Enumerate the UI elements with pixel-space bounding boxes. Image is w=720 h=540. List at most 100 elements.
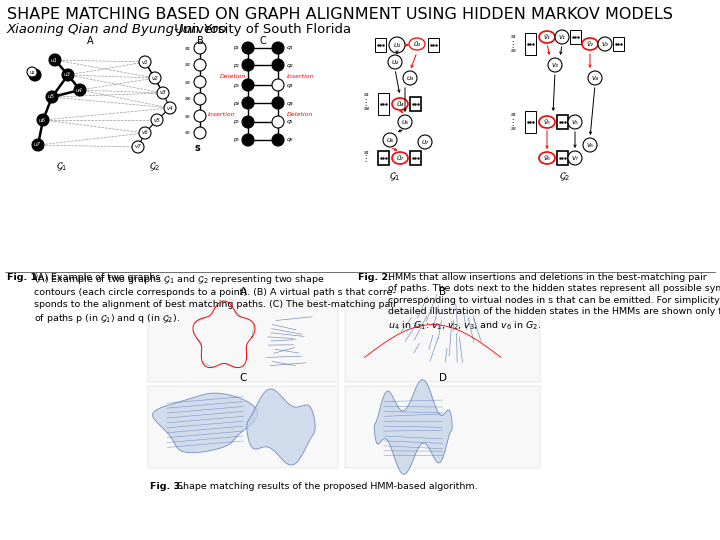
Text: v2: v2 bbox=[152, 76, 158, 80]
Text: s₆: s₆ bbox=[185, 131, 191, 136]
Text: v₂: v₂ bbox=[602, 41, 608, 47]
Text: Xiaoning Qian and Byung-Jun Yoo: Xiaoning Qian and Byung-Jun Yoo bbox=[7, 23, 228, 36]
Text: ⋮: ⋮ bbox=[361, 154, 370, 164]
Text: p₂: p₂ bbox=[233, 63, 239, 68]
Text: s₃: s₃ bbox=[185, 79, 191, 84]
Text: D: D bbox=[438, 373, 446, 383]
Text: s₃: s₃ bbox=[511, 126, 517, 132]
Circle shape bbox=[49, 54, 61, 66]
Text: Deletion: Deletion bbox=[220, 73, 246, 78]
Text: ṽ₂: ṽ₂ bbox=[587, 41, 593, 47]
Text: Deletion: Deletion bbox=[287, 111, 313, 117]
Text: s₁: s₁ bbox=[185, 45, 191, 51]
Text: $\mathcal{G}_1$: $\mathcal{G}_1$ bbox=[390, 170, 401, 183]
Circle shape bbox=[46, 91, 58, 103]
Text: u7: u7 bbox=[34, 143, 40, 147]
Text: p₆: p₆ bbox=[233, 138, 239, 143]
Text: u₂: u₂ bbox=[30, 70, 35, 75]
Text: u2: u2 bbox=[30, 72, 37, 78]
Text: B: B bbox=[439, 287, 446, 297]
Bar bbox=[557, 151, 567, 165]
Bar bbox=[613, 37, 624, 51]
Text: u₇: u₇ bbox=[421, 139, 428, 145]
Text: s: s bbox=[194, 143, 200, 153]
Text: p₁: p₁ bbox=[233, 45, 239, 51]
Circle shape bbox=[383, 133, 397, 147]
Text: B: B bbox=[197, 36, 203, 46]
Text: q₂: q₂ bbox=[287, 63, 294, 68]
Circle shape bbox=[242, 97, 254, 109]
Text: A: A bbox=[240, 287, 246, 297]
Circle shape bbox=[32, 139, 44, 151]
Text: u5: u5 bbox=[48, 94, 55, 99]
Text: u1: u1 bbox=[50, 57, 58, 63]
Text: ũ₁: ũ₁ bbox=[413, 41, 420, 47]
Text: ũ₇: ũ₇ bbox=[397, 155, 404, 161]
Text: u₁: u₁ bbox=[393, 42, 400, 48]
Text: p₄: p₄ bbox=[233, 100, 239, 105]
Text: q₁: q₁ bbox=[287, 45, 294, 51]
Circle shape bbox=[157, 87, 169, 99]
Circle shape bbox=[272, 79, 284, 91]
Circle shape bbox=[242, 116, 254, 128]
Polygon shape bbox=[374, 380, 452, 475]
Bar bbox=[524, 111, 536, 133]
Text: s₂: s₂ bbox=[185, 63, 191, 68]
Circle shape bbox=[29, 69, 41, 81]
Circle shape bbox=[62, 69, 74, 81]
Text: u₂: u₂ bbox=[392, 59, 399, 65]
Circle shape bbox=[403, 71, 417, 85]
Circle shape bbox=[272, 116, 284, 128]
Text: SHAPE MATCHING BASED ON GRAPH ALIGNMENT USING HIDDEN MARKOV MODELS: SHAPE MATCHING BASED ON GRAPH ALIGNMENT … bbox=[7, 7, 673, 22]
Text: v5: v5 bbox=[153, 118, 161, 123]
Text: Fig. 3.: Fig. 3. bbox=[150, 482, 184, 491]
Bar bbox=[410, 151, 420, 165]
Text: q₄: q₄ bbox=[287, 100, 294, 105]
Circle shape bbox=[151, 114, 163, 126]
Text: u₅: u₅ bbox=[401, 119, 409, 125]
Circle shape bbox=[149, 72, 161, 84]
Text: v₁: v₁ bbox=[559, 34, 565, 40]
Text: v3: v3 bbox=[160, 91, 166, 96]
Text: q₆: q₆ bbox=[287, 138, 294, 143]
Circle shape bbox=[555, 30, 569, 44]
Circle shape bbox=[27, 67, 37, 77]
Ellipse shape bbox=[392, 98, 408, 110]
Circle shape bbox=[194, 127, 206, 139]
Text: s₃: s₃ bbox=[511, 49, 517, 53]
Circle shape bbox=[194, 76, 206, 88]
Text: Fig. 2.: Fig. 2. bbox=[358, 273, 392, 282]
Text: q₅: q₅ bbox=[287, 119, 294, 125]
Circle shape bbox=[194, 93, 206, 105]
Ellipse shape bbox=[539, 31, 555, 43]
Circle shape bbox=[139, 56, 151, 68]
Text: C: C bbox=[239, 373, 247, 383]
Ellipse shape bbox=[539, 152, 555, 164]
Circle shape bbox=[588, 71, 602, 85]
Text: p₃: p₃ bbox=[233, 83, 239, 87]
Text: s₁: s₁ bbox=[364, 150, 370, 154]
Bar bbox=[410, 97, 420, 111]
Text: (A) Example of two graphs: (A) Example of two graphs bbox=[34, 273, 163, 282]
Ellipse shape bbox=[539, 116, 555, 128]
Circle shape bbox=[164, 102, 176, 114]
Text: Insertion: Insertion bbox=[208, 111, 236, 117]
Circle shape bbox=[132, 141, 144, 153]
Text: v₇: v₇ bbox=[572, 155, 578, 161]
Text: v₄: v₄ bbox=[592, 75, 598, 81]
Ellipse shape bbox=[582, 38, 598, 50]
Circle shape bbox=[139, 127, 151, 139]
Text: (A) Example of two graphs $\mathcal{G}_1$ and $\mathcal{G}_2$ representing two s: (A) Example of two graphs $\mathcal{G}_1… bbox=[34, 273, 397, 325]
Text: p₅: p₅ bbox=[233, 119, 239, 125]
Text: v4: v4 bbox=[166, 105, 174, 111]
Text: v6: v6 bbox=[142, 131, 148, 136]
Circle shape bbox=[242, 134, 254, 146]
Polygon shape bbox=[247, 389, 315, 465]
Circle shape bbox=[583, 138, 597, 152]
Ellipse shape bbox=[409, 38, 425, 50]
Circle shape bbox=[418, 135, 432, 149]
Text: s₁: s₁ bbox=[511, 35, 517, 39]
Text: v₆: v₆ bbox=[587, 142, 593, 148]
Bar bbox=[524, 33, 536, 55]
Text: s₁: s₁ bbox=[511, 112, 517, 118]
